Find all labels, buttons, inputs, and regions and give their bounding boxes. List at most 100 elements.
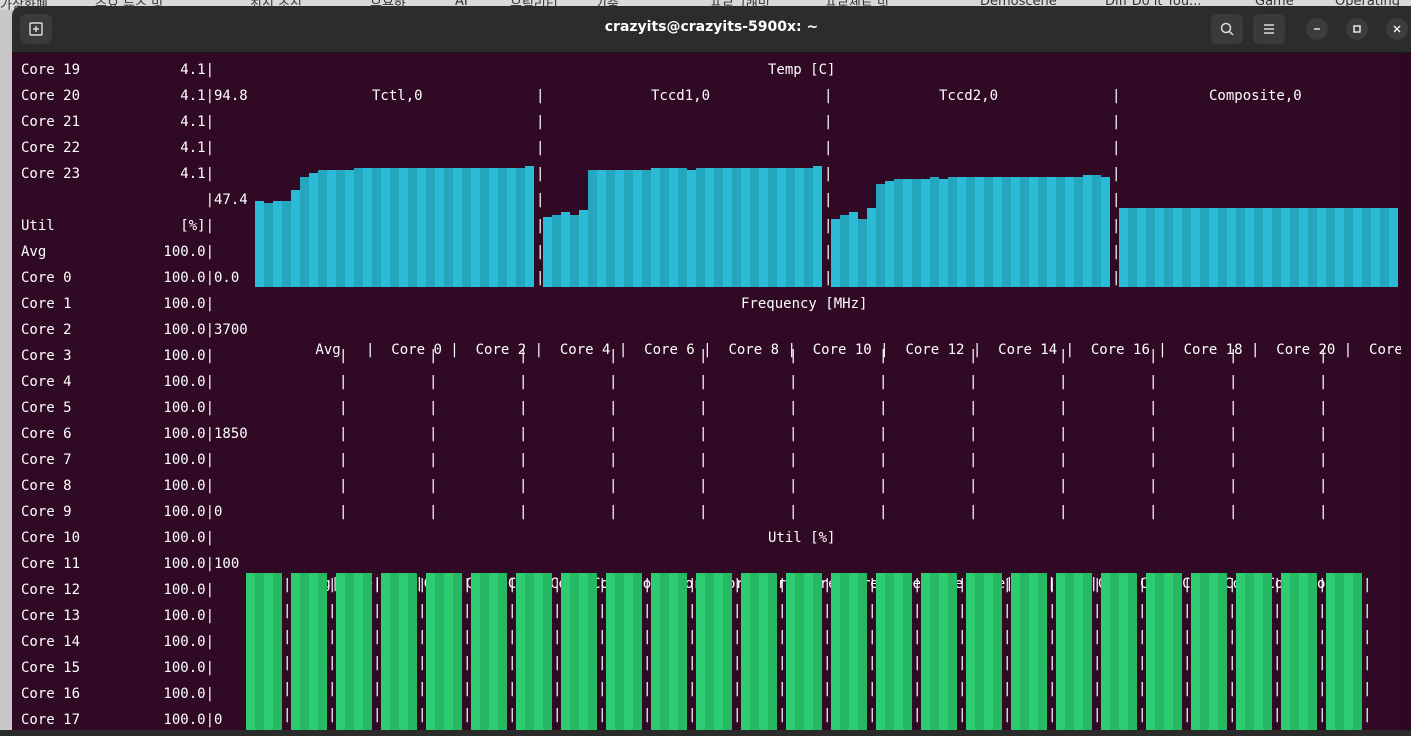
util-bar <box>516 573 525 732</box>
bookmark-item[interactable]: 기술 <box>595 0 619 10</box>
temp-bar <box>1101 177 1110 287</box>
frequency-separator: | <box>519 400 528 416</box>
frequency-separator: | <box>789 452 798 468</box>
util-title: Util [%] <box>768 530 836 546</box>
frequency-separator: | <box>699 400 708 416</box>
util-bar <box>975 573 984 732</box>
bookmark-item[interactable]: Game <box>1255 0 1294 9</box>
temp-separator: | <box>1112 192 1121 208</box>
frequency-separator: | <box>969 426 978 442</box>
util-separator: | | | | | | <box>1048 577 1057 723</box>
temp-separator: | <box>824 166 833 182</box>
core-label: Core 9 <box>21 504 72 520</box>
core-label: Util <box>21 218 55 234</box>
temp-bar <box>318 170 327 287</box>
util-bar <box>1011 573 1020 732</box>
util-bar <box>1299 573 1308 732</box>
frequency-separator: | <box>339 478 348 494</box>
core-label: Core 12 <box>21 582 81 598</box>
close-button[interactable] <box>1386 18 1408 40</box>
temp-bar <box>282 201 291 287</box>
bookmark-item[interactable]: 유용한 <box>370 0 406 10</box>
frequency-separator: | <box>789 400 798 416</box>
util-separator: | | | | | | <box>913 577 922 723</box>
temp-bar <box>462 168 471 287</box>
temp-bar <box>777 168 786 287</box>
minimize-button[interactable] <box>1306 18 1328 40</box>
temp-bar <box>309 173 318 287</box>
bookmark-item[interactable]: Demoscene <box>980 0 1057 9</box>
util-bar <box>345 573 354 732</box>
temp-panel-label-4: Composite,0 <box>1209 88 1302 104</box>
temp-bar <box>885 181 894 287</box>
temp-bar <box>408 168 417 287</box>
new-tab-button[interactable] <box>20 14 52 44</box>
util-bar <box>1290 573 1299 732</box>
temp-bar <box>1353 208 1362 287</box>
temp-bar <box>390 168 399 287</box>
temp-bar <box>1281 208 1290 287</box>
util-bar <box>561 573 570 732</box>
core-label: Core 2 <box>21 322 72 338</box>
temp-bar <box>354 168 363 287</box>
temp-panel-label-3: Tccd2,0 <box>939 88 999 104</box>
frequency-separator: | <box>429 478 438 494</box>
util-separator: | | | | | | <box>1003 577 1012 723</box>
util-bar <box>678 573 687 732</box>
core-label: Core 7 <box>21 452 72 468</box>
frequency-separator: | <box>1229 452 1238 468</box>
temp-bar <box>1380 208 1389 287</box>
taskbar <box>0 730 1411 736</box>
frequency-separator: | <box>1319 478 1328 494</box>
temp-bar <box>1200 208 1209 287</box>
temp-bar <box>1029 177 1038 287</box>
core-label: Core 1 <box>21 296 72 312</box>
temp-bar <box>453 168 462 287</box>
frequency-separator: | <box>969 400 978 416</box>
frequency-separator: | <box>1229 504 1238 520</box>
bookmark-item[interactable]: 프로젝트 및 ... <box>825 0 906 10</box>
scrollbar[interactable] <box>1401 53 1411 732</box>
menu-button[interactable] <box>1253 14 1285 44</box>
frequency-separator: | <box>699 426 708 442</box>
bookmark-item[interactable]: 주요 뉴스 및 ... <box>95 0 180 10</box>
util-bar <box>849 573 858 732</box>
frequency-separator: | <box>1229 426 1238 442</box>
temp-bar <box>1371 208 1380 287</box>
bookmark-item[interactable]: AI <box>455 0 468 9</box>
temp-separator: | <box>1112 218 1121 234</box>
close-icon <box>1393 25 1401 33</box>
frequency-separator: | <box>1229 374 1238 390</box>
frequency-separator: | <box>1229 478 1238 494</box>
temp-bar <box>939 179 948 287</box>
temp-bar <box>507 168 516 287</box>
util-separator: | | | | | | <box>823 577 832 723</box>
util-bar <box>759 573 768 732</box>
bookmark-item[interactable]: Diff Do it You... <box>1105 0 1202 9</box>
temp-bar <box>1155 208 1164 287</box>
temp-separator: | <box>1112 140 1121 156</box>
util-bar <box>1173 573 1182 732</box>
bookmark-item[interactable]: 최신 소식 <box>250 0 302 10</box>
terminal-content[interactable]: Core 19 4.1| Core 20 4.1|94.8 Core 21 4.1|… <box>12 53 1411 732</box>
util-bar <box>984 573 993 732</box>
util-bar <box>705 573 714 732</box>
core-label: Core 17 <box>21 712 81 728</box>
core-label: Core 15 <box>21 660 81 676</box>
bookmark-item[interactable]: 유틸리티 <box>510 0 558 10</box>
frequency-separator: | <box>519 374 528 390</box>
frequency-separator: | <box>789 504 798 520</box>
util-bar <box>363 573 372 732</box>
util-separator: | | | | | | <box>463 577 472 723</box>
util-bar <box>309 573 318 732</box>
maximize-button[interactable] <box>1346 18 1368 40</box>
util-bar <box>795 573 804 732</box>
temp-bar <box>786 168 795 287</box>
bookmark-item[interactable]: Operating <box>1335 0 1400 9</box>
temp-bar <box>426 168 435 287</box>
temp-separator: | <box>536 244 545 260</box>
bookmark-item[interactable]: 가상화폐 <box>0 0 48 10</box>
search-button[interactable] <box>1211 14 1243 44</box>
temp-bar <box>1290 208 1299 287</box>
bookmark-item[interactable]: 프로그래밍 <box>710 0 770 10</box>
